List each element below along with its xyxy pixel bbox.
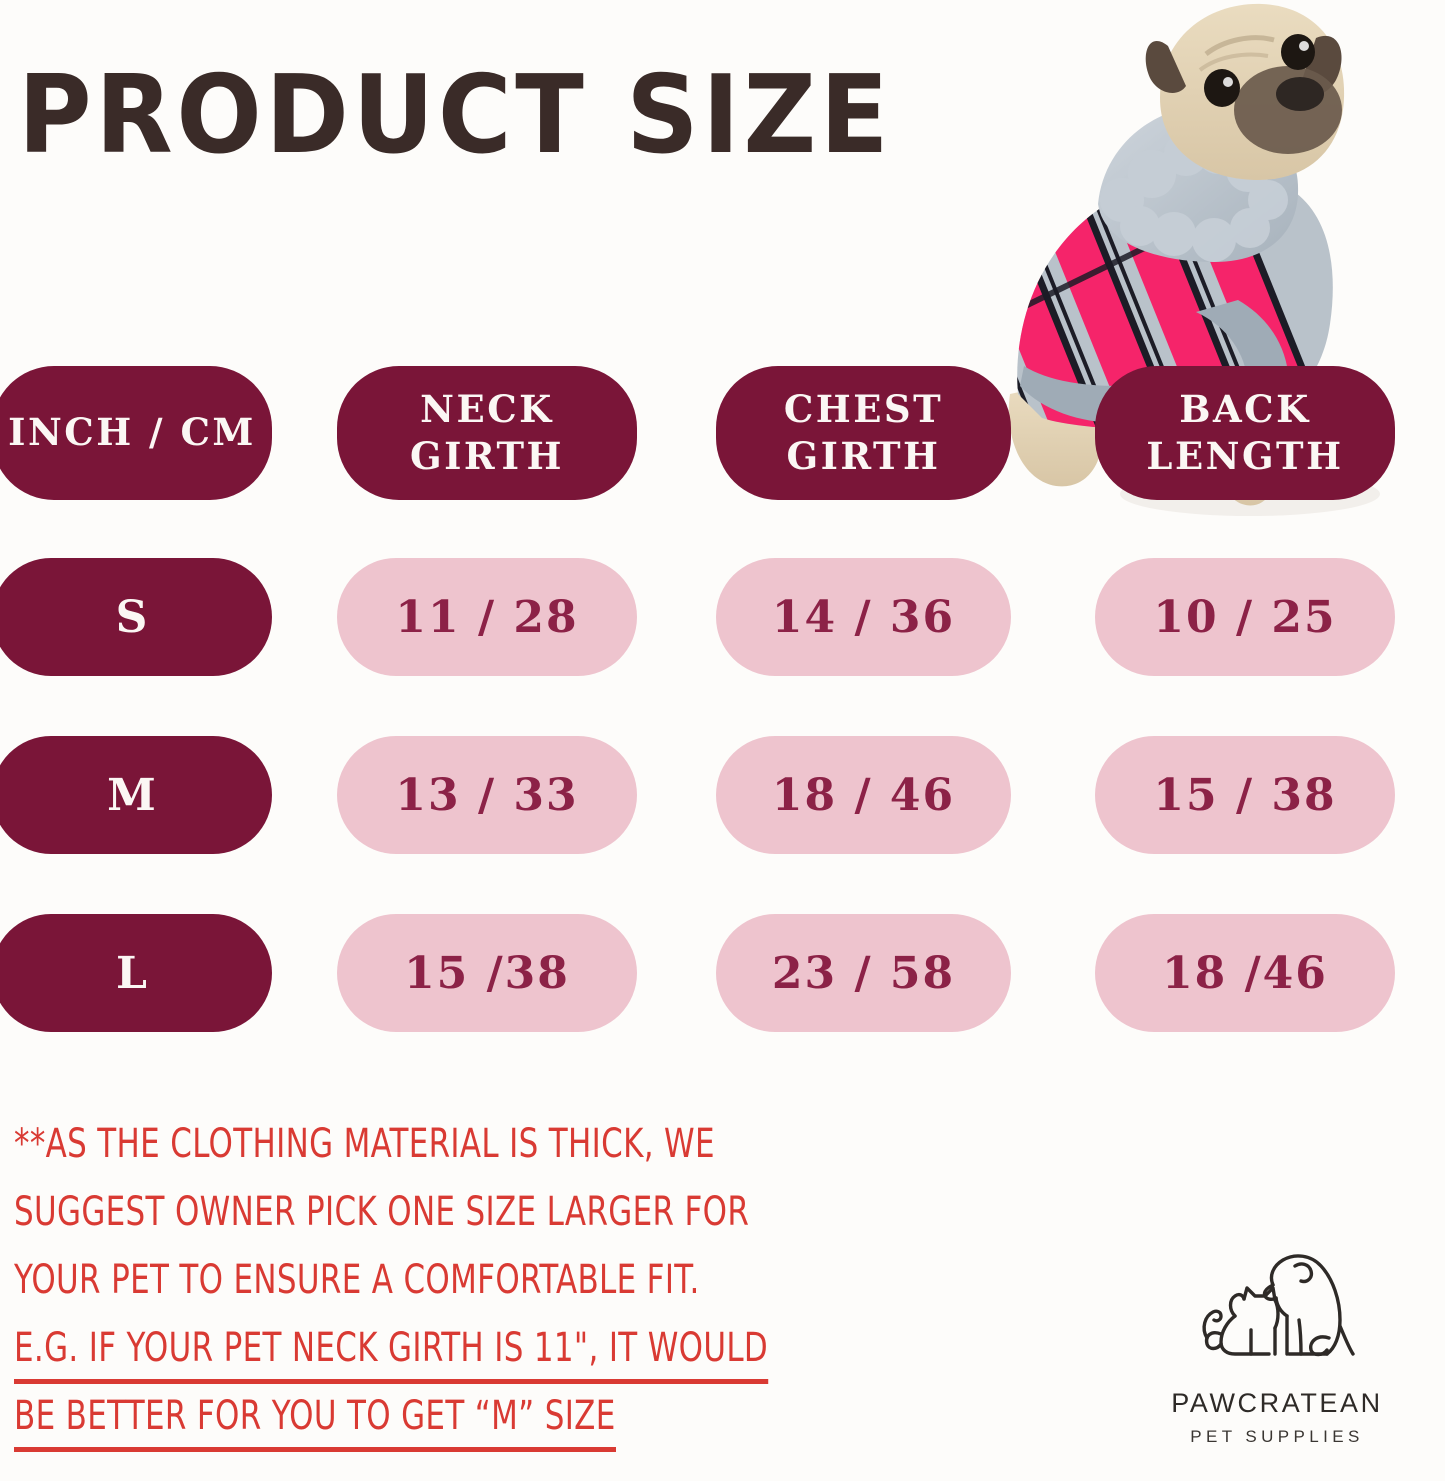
note-line-3: YOUR PET TO ENSURE A COMFORTABLE FIT. [14, 1257, 700, 1303]
header-cell-back-length: BACK LENGTH [1095, 366, 1395, 500]
page-title: PRODUCT SIZE [18, 53, 893, 178]
size-table: INCH / CM NECK GIRTH CHEST GIRTH BACK LE… [0, 366, 1400, 1092]
cell-m-chest: 18 / 46 [716, 736, 1011, 854]
note-line-4: E.G. IF YOUR PET NECK GIRTH IS 11", IT W… [14, 1318, 769, 1384]
dog-hood [1098, 105, 1299, 262]
table-header-row: INCH / CM NECK GIRTH CHEST GIRTH BACK LE… [0, 366, 1400, 500]
cell-l-neck: 15 /38 [337, 914, 637, 1032]
row-size-label-s: S [0, 558, 272, 676]
table-row: M 13 / 33 18 / 46 15 / 38 [0, 736, 1400, 854]
table-row: S 11 / 28 14 / 36 10 / 25 [0, 558, 1400, 676]
header-cell-neck-girth: NECK GIRTH [337, 366, 637, 500]
note-line-5: BE BETTER FOR YOU TO GET “M” SIZE [14, 1386, 616, 1452]
cell-s-chest: 14 / 36 [716, 558, 1011, 676]
header-cell-chest-girth: CHEST GIRTH [716, 366, 1011, 500]
cell-l-back: 18 /46 [1095, 914, 1395, 1032]
row-size-label-m: M [0, 736, 272, 854]
note-line-1: **AS THE CLOTHING MATERIAL IS THICK, WE [14, 1121, 715, 1167]
cell-l-chest: 23 / 58 [716, 914, 1011, 1032]
dog-head [1160, 3, 1345, 180]
header-cell-unit: INCH / CM [0, 366, 272, 500]
note-line-2: SUGGEST OWNER PICK ONE SIZE LARGER FOR [14, 1189, 750, 1235]
logo-tagline: PET SUPPLIES [1190, 1427, 1364, 1446]
brand-logo: PAWCRATEAN PET SUPPLIES [1142, 1238, 1412, 1447]
cell-m-neck: 13 / 33 [337, 736, 637, 854]
sizing-note: **AS THE CLOTHING MATERIAL IS THICK, WE … [14, 1110, 926, 1452]
logo-brand-name: PAWCRATEAN [1171, 1388, 1383, 1418]
row-size-label-l: L [0, 914, 272, 1032]
cell-s-back: 10 / 25 [1095, 558, 1395, 676]
table-row: L 15 /38 23 / 58 18 /46 [0, 914, 1400, 1032]
cell-m-back: 15 / 38 [1095, 736, 1395, 854]
dog-and-cat-line-art-icon [1202, 1254, 1355, 1357]
cell-s-neck: 11 / 28 [337, 558, 637, 676]
